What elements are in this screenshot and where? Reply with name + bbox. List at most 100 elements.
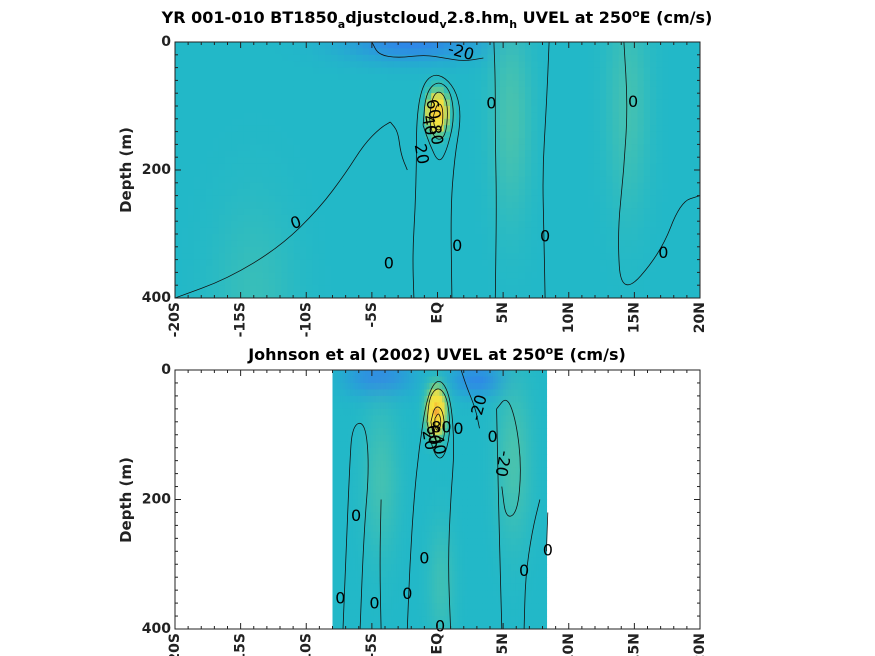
heatmap-cell: [337, 525, 341, 533]
heatmap-cell: [331, 285, 339, 293]
heatmap-cell: [335, 616, 339, 624]
heatmap-cell: [462, 202, 470, 209]
heatmap-cell: [237, 138, 245, 145]
heatmap-cell: [406, 434, 410, 442]
heatmap-cell: [250, 266, 257, 273]
heatmap-cell: [662, 272, 670, 280]
heatmap-cell: [380, 622, 385, 629]
heatmap-cell: [421, 434, 425, 442]
heatmap-cell: [262, 157, 270, 165]
heatmap-cell: [383, 376, 387, 384]
heatmap-cell: [350, 118, 357, 126]
heatmap-cell: [450, 99, 457, 107]
heatmap-cell: [450, 86, 457, 94]
heatmap-cell: [625, 176, 632, 184]
heatmap-cell: [332, 570, 336, 578]
heatmap-cell: [268, 202, 276, 209]
heatmap-cell: [393, 370, 397, 378]
heatmap-cell: [600, 278, 607, 286]
heatmap-cell: [370, 499, 374, 507]
heatmap-cell: [370, 480, 374, 488]
heatmap-cell: [650, 144, 657, 152]
heatmap-cell: [352, 421, 357, 429]
heatmap-cell: [600, 202, 607, 209]
heatmap-cell: [401, 583, 405, 591]
heatmap-cell: [293, 106, 301, 113]
heatmap-cell: [342, 415, 346, 423]
heatmap-cell: [375, 557, 379, 565]
heatmap-cell: [385, 616, 390, 624]
heatmap-cell: [206, 291, 214, 298]
heatmap-cell: [581, 42, 589, 49]
heatmap-cell: [587, 214, 595, 222]
heatmap-cell: [416, 389, 420, 397]
heatmap-cell: [318, 80, 326, 88]
heatmap-cell: [408, 590, 413, 598]
heatmap-cell: [475, 42, 482, 49]
heatmap-cell: [225, 278, 232, 286]
heatmap-cell: [512, 163, 520, 171]
heatmap-cell: [662, 170, 670, 177]
heatmap-cell: [401, 609, 405, 617]
heatmap-cell: [218, 86, 226, 94]
heatmap-cell: [400, 195, 407, 203]
heatmap-cell: [581, 150, 589, 158]
heatmap-cell: [391, 389, 395, 397]
heatmap-cell: [262, 208, 270, 216]
heatmap-cell: [562, 118, 570, 126]
heatmap-cell: [581, 195, 589, 203]
heatmap-cell: [250, 118, 257, 126]
heatmap-cell: [237, 253, 245, 261]
heatmap-cell: [416, 564, 420, 572]
heatmap-cell: [356, 208, 364, 216]
heatmap-cell: [337, 421, 341, 429]
heatmap-cell: [365, 551, 369, 559]
heatmap-cell: [512, 214, 520, 222]
heatmap-cell: [487, 67, 495, 75]
heatmap-cell: [383, 590, 387, 598]
heatmap-cell: [600, 266, 607, 273]
heatmap-cell: [650, 253, 657, 261]
heatmap-cell: [250, 195, 257, 203]
heatmap-cell: [200, 106, 207, 113]
heatmap-cell: [568, 202, 576, 209]
heatmap-cell: [581, 138, 589, 145]
heatmap-cell: [518, 285, 526, 293]
heatmap-cell: [368, 603, 372, 611]
heatmap-cell: [398, 531, 402, 539]
heatmap-cell: [306, 80, 314, 88]
heatmap-cell: [363, 428, 367, 436]
heatmap-cell: [525, 176, 532, 184]
heatmap-cell: [332, 389, 336, 397]
heatmap-cell: [387, 150, 395, 158]
heatmap-cell: [400, 285, 407, 293]
heatmap-cell: [318, 118, 326, 126]
heatmap-cell: [450, 48, 457, 56]
heatmap-cell: [362, 285, 370, 293]
heatmap-cell: [325, 246, 332, 254]
heatmap-cell: [368, 551, 372, 559]
heatmap-cell: [287, 195, 295, 203]
heatmap-cell: [352, 395, 357, 403]
heatmap-cell: [650, 189, 657, 197]
heatmap-cell: [262, 234, 270, 241]
heatmap-cell: [400, 54, 407, 62]
heatmap-cell: [481, 125, 489, 133]
heatmap-cell: [537, 195, 545, 203]
heatmap-cell: [383, 557, 387, 565]
heatmap-cell: [318, 214, 326, 222]
heatmap-cell: [370, 376, 374, 384]
heatmap-cell: [391, 505, 395, 514]
heatmap-cell: [401, 538, 405, 546]
heatmap-cell: [293, 112, 301, 120]
heatmap-cell: [370, 512, 374, 520]
heatmap-cell: [675, 176, 682, 184]
heatmap-cell: [350, 74, 357, 81]
heatmap-cell: [403, 421, 407, 429]
heatmap-cell: [419, 415, 423, 423]
heatmap-cell: [362, 182, 370, 190]
heatmap-cell: [388, 525, 392, 533]
heatmap-cell: [618, 138, 626, 145]
heatmap-cell: [401, 434, 405, 442]
heatmap-cell: [268, 93, 276, 101]
